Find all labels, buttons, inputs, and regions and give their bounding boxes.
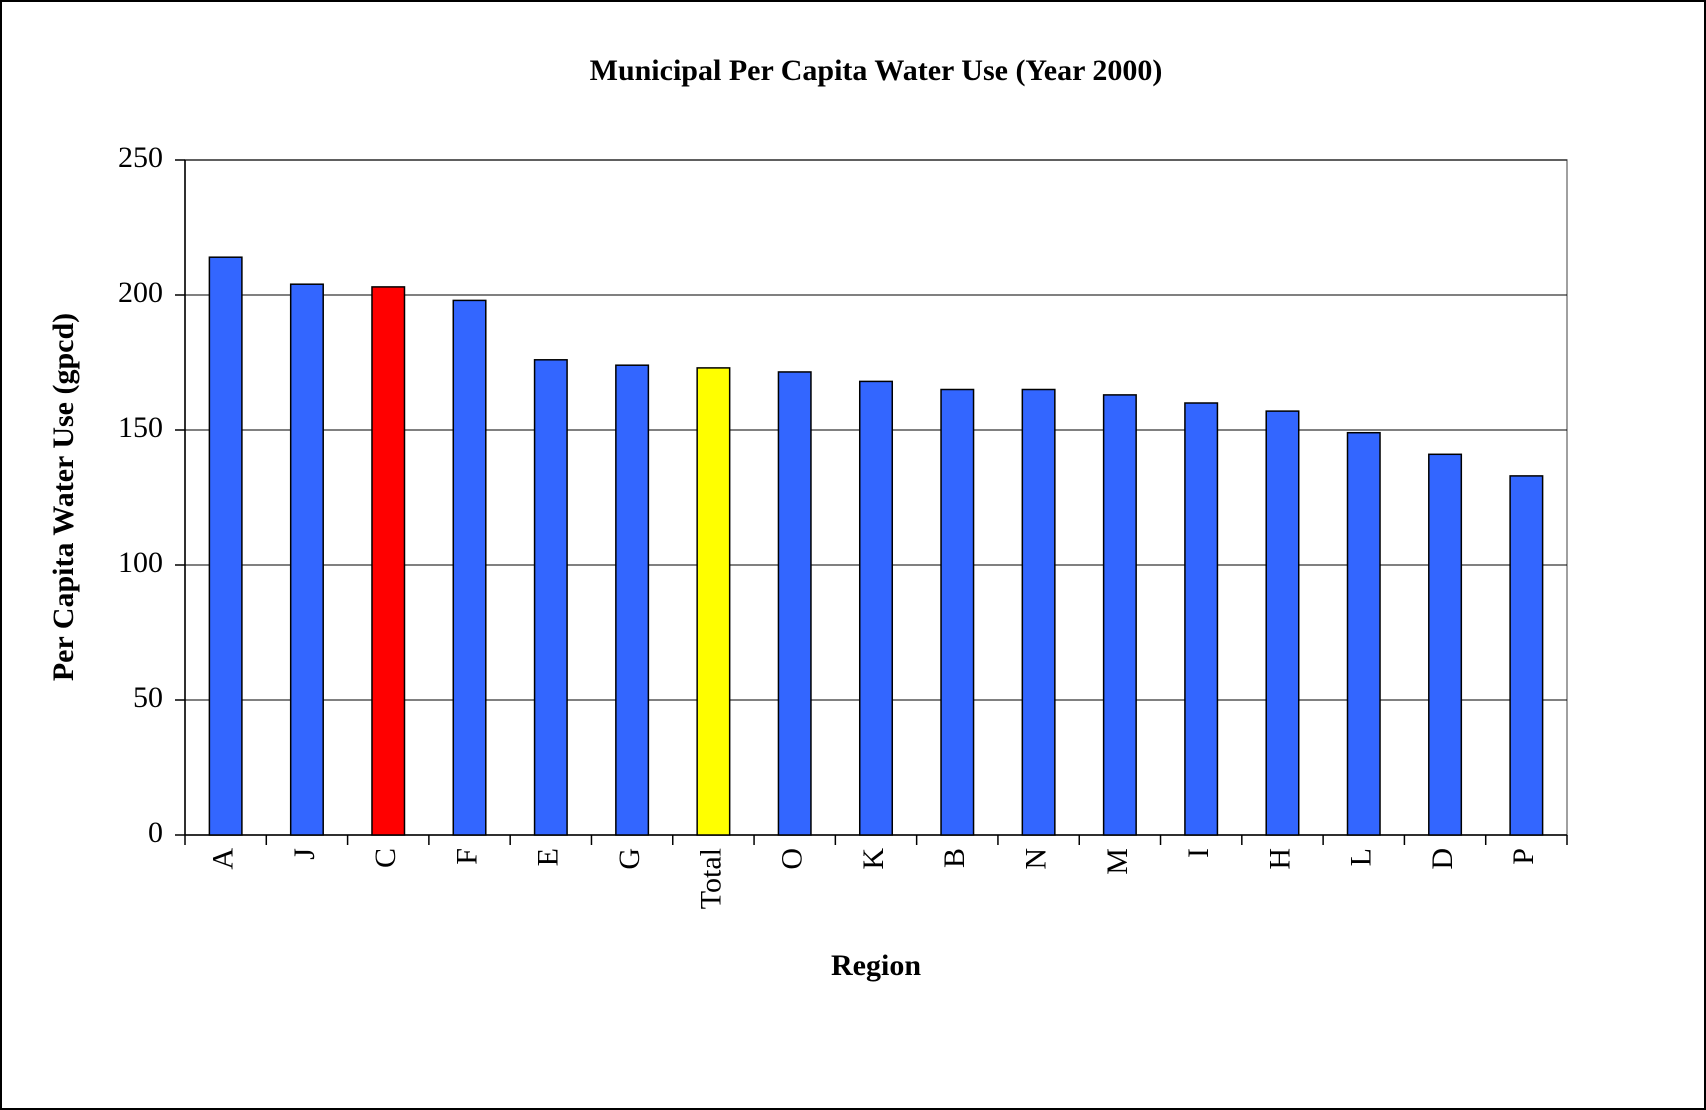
y-tick-label: 150 xyxy=(118,411,163,444)
x-tick-label: F xyxy=(450,848,483,865)
x-tick-label: C xyxy=(369,848,402,868)
y-tick-label: 100 xyxy=(118,546,163,579)
x-tick-label: O xyxy=(776,848,809,870)
bar xyxy=(1509,475,1544,836)
x-tick-label: I xyxy=(1182,848,1215,858)
x-tick-label: K xyxy=(857,848,890,870)
bar xyxy=(371,286,406,836)
y-tick-label: 200 xyxy=(118,276,163,309)
x-tick-label: M xyxy=(1101,848,1134,875)
y-tick-label: 50 xyxy=(133,681,163,714)
x-tick-label: H xyxy=(1263,848,1296,870)
x-tick-label: N xyxy=(1019,848,1052,870)
bar xyxy=(452,299,487,836)
bar xyxy=(1102,394,1137,836)
bar xyxy=(696,367,731,836)
bar xyxy=(208,256,243,836)
x-tick-label: A xyxy=(207,848,240,870)
x-tick-label: G xyxy=(613,848,646,870)
bar xyxy=(289,283,324,836)
bar xyxy=(615,364,650,836)
bar xyxy=(1428,453,1463,836)
y-tick-label: 250 xyxy=(118,141,163,174)
y-axis-label: Per Capita Water Use (gpcd) xyxy=(47,313,80,681)
chart-title: Municipal Per Capita Water Use (Year 200… xyxy=(590,54,1163,87)
bar xyxy=(1265,410,1300,836)
x-tick-label: Total xyxy=(694,848,727,909)
bar xyxy=(1021,388,1056,836)
x-tick-label: E xyxy=(532,848,565,866)
bar xyxy=(777,371,812,836)
bar xyxy=(940,388,975,836)
bar xyxy=(858,380,894,836)
bar xyxy=(1184,402,1219,836)
x-axis-label: Region xyxy=(831,949,921,982)
y-tick-label: 0 xyxy=(148,816,163,849)
bar xyxy=(1346,431,1381,836)
x-tick-label: J xyxy=(288,848,321,860)
x-tick-label: P xyxy=(1507,848,1540,865)
bar xyxy=(533,359,568,836)
x-tick-label: D xyxy=(1426,848,1459,870)
x-tick-label: L xyxy=(1345,848,1378,866)
x-tick-label: B xyxy=(938,848,971,868)
